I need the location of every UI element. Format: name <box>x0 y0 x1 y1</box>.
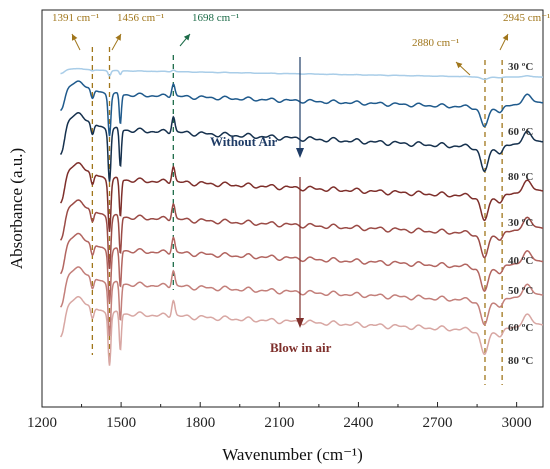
series-label-7: 80 ºC <box>508 355 533 367</box>
series-label-5: 50 ºC <box>508 285 533 297</box>
x-tick-label: 2100 <box>264 415 294 431</box>
spectrum-line-6 <box>59 266 544 336</box>
series-label-3: 30 ºC <box>508 217 533 229</box>
x-tick-label: 1500 <box>106 415 136 431</box>
peak-arrowhead-2945 <box>502 34 508 41</box>
plot-frame <box>41 9 544 408</box>
spectrum-line-7 <box>59 295 543 366</box>
spectra <box>59 67 544 366</box>
peak-markers: 1391 cm⁻¹ 1456 cm⁻¹ 1698 cm⁻¹ 2880 cm⁻¹ 2945… <box>52 12 550 385</box>
x-tick-label: 3000 <box>502 415 532 431</box>
x-tick-label: 2700 <box>423 415 453 431</box>
x-tick-label: 1200 <box>27 415 57 431</box>
peak-label-1698: 1698 cm⁻¹ <box>192 12 239 24</box>
without-air-arrowhead <box>296 148 304 158</box>
x-tick-label: 2400 <box>343 415 373 431</box>
spectrum-line-0 <box>60 67 543 81</box>
blow-in-air-arrowhead <box>296 318 304 328</box>
spectrum-line-1 <box>60 80 543 137</box>
series-labels: 30 ºC 60 ºC 80 ºC 30 ºC 40 ºC 50 ºC 60 ºC 80 ºC <box>508 61 533 367</box>
without-air-label: Without Air <box>210 134 278 149</box>
series-label-1: 60 ºC <box>508 126 533 138</box>
blow-in-air-label: Blow in air <box>270 340 332 355</box>
peak-label-1391: 1391 cm⁻¹ <box>52 12 99 24</box>
series-label-0: 30 ºC <box>508 61 533 73</box>
peak-label-2945: 2945 cm⁻¹ <box>503 12 550 24</box>
peak-arrowhead-1456 <box>115 34 121 41</box>
series-label-6: 60 ºC <box>508 322 533 334</box>
spectrum-line-2 <box>59 112 544 182</box>
spectrum-line-5 <box>59 232 544 303</box>
series-label-2: 80 ºC <box>508 171 533 183</box>
peak-label-2880: 2880 cm⁻¹ <box>412 37 459 49</box>
spectrum-line-4 <box>59 199 543 269</box>
x-axis-title: Wavenumber (cm⁻¹) <box>222 445 363 464</box>
peak-arrowhead-2880 <box>456 62 463 69</box>
y-axis-title: Absorbance (a.u.) <box>7 148 26 269</box>
peak-arrowhead-1698 <box>183 34 190 41</box>
peak-label-1456: 1456 cm⁻¹ <box>117 12 164 24</box>
spectrum-line-3 <box>59 162 543 232</box>
x-axis-ticks: 1200 1500 1800 2100 2400 2700 3000 <box>27 402 532 431</box>
peak-arrowhead-1391 <box>72 34 78 41</box>
x-tick-label: 1800 <box>185 415 215 431</box>
series-label-4: 40 ºC <box>508 255 533 267</box>
